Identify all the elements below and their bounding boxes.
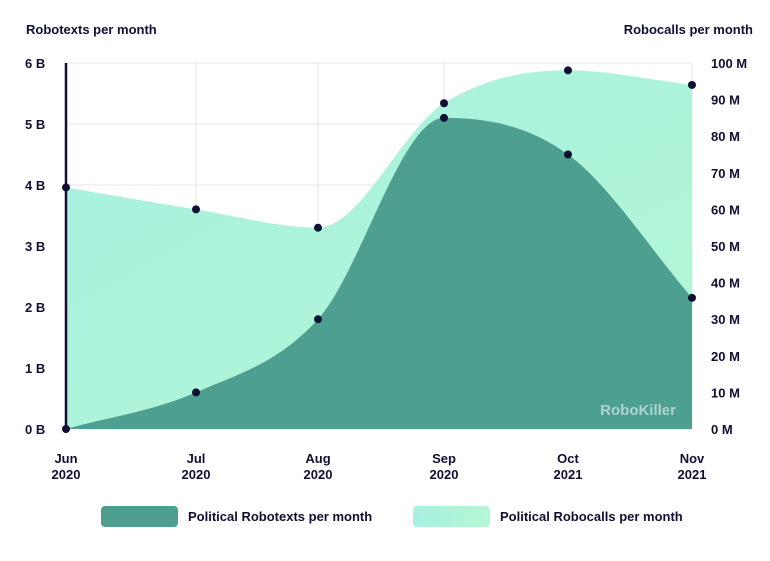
left-tick-label: 2 B <box>25 300 45 315</box>
x-tick-label-month: Aug <box>305 451 330 466</box>
right-tick-label: 70 M <box>711 166 740 181</box>
robotexts-point-3 <box>440 113 448 122</box>
legend-item-robotexts: Political Robotexts per month <box>101 506 372 527</box>
x-tick-label-month: Oct <box>557 451 579 466</box>
robocalls-point-5 <box>688 80 696 89</box>
legend: Political Robotexts per month Political … <box>0 506 770 528</box>
robotexts-point-1 <box>192 388 200 397</box>
robocalls-point-1 <box>192 205 200 214</box>
x-tick-label-month: Jun <box>54 451 77 466</box>
left-tick-label: 6 B <box>25 56 45 71</box>
right-tick-label: 10 M <box>711 385 740 400</box>
area-chart: 0 B 1 B 2 B 3 B 4 B 5 B 6 B 0 M 10 M 20 M 30 M 40 M… <box>25 56 747 482</box>
robocalls-point-3 <box>440 99 448 108</box>
watermark: RoboKiller <box>600 402 676 419</box>
x-tick-label-year: 2021 <box>678 467 707 482</box>
left-tick-label: 1 B <box>25 361 45 376</box>
robotexts-point-5 <box>688 293 696 302</box>
right-tick-label: 100 M <box>711 56 747 71</box>
x-tick-label-month: Nov <box>680 451 705 466</box>
robotexts-point-2 <box>314 315 322 324</box>
right-tick-label: 60 M <box>711 202 740 217</box>
robocalls-point-4 <box>564 66 572 75</box>
legend-swatch-robotexts <box>101 506 178 527</box>
left-axis-title: Robotexts per month <box>26 22 157 37</box>
left-tick-label: 5 B <box>25 117 45 132</box>
right-tick-label: 30 M <box>711 312 740 327</box>
right-tick-label: 20 M <box>711 349 740 364</box>
legend-item-robocalls: Political Robocalls per month <box>413 506 683 527</box>
left-tick-label: 3 B <box>25 239 45 254</box>
right-axis-title: Robocalls per month <box>623 22 753 37</box>
x-tick-label-month: Sep <box>432 451 456 466</box>
x-tick-label-year: 2021 <box>554 467 583 482</box>
right-tick-label: 0 M <box>711 422 733 437</box>
left-tick-label: 4 B <box>25 178 45 193</box>
right-tick-label: 90 M <box>711 93 740 108</box>
x-tick-label-year: 2020 <box>52 467 81 482</box>
right-tick-label: 40 M <box>711 276 740 291</box>
robotexts-point-4 <box>564 150 572 159</box>
legend-swatch-robocalls <box>413 506 490 527</box>
robotexts-point-0 <box>62 425 70 433</box>
x-tick-label-year: 2020 <box>304 467 333 482</box>
x-tick-label-year: 2020 <box>430 467 459 482</box>
robotexts-area <box>66 117 692 430</box>
x-tick-label-month: Jul <box>187 451 206 466</box>
robocalls-point-0 <box>62 183 70 192</box>
legend-label-robotexts: Political Robotexts per month <box>188 509 373 524</box>
right-tick-label: 80 M <box>711 129 740 144</box>
robocalls-point-2 <box>314 223 322 232</box>
legend-label-robocalls: Political Robocalls per month <box>500 509 683 524</box>
x-tick-label-year: 2020 <box>182 467 211 482</box>
left-tick-label: 0 B <box>25 422 45 437</box>
right-tick-label: 50 M <box>711 239 740 254</box>
